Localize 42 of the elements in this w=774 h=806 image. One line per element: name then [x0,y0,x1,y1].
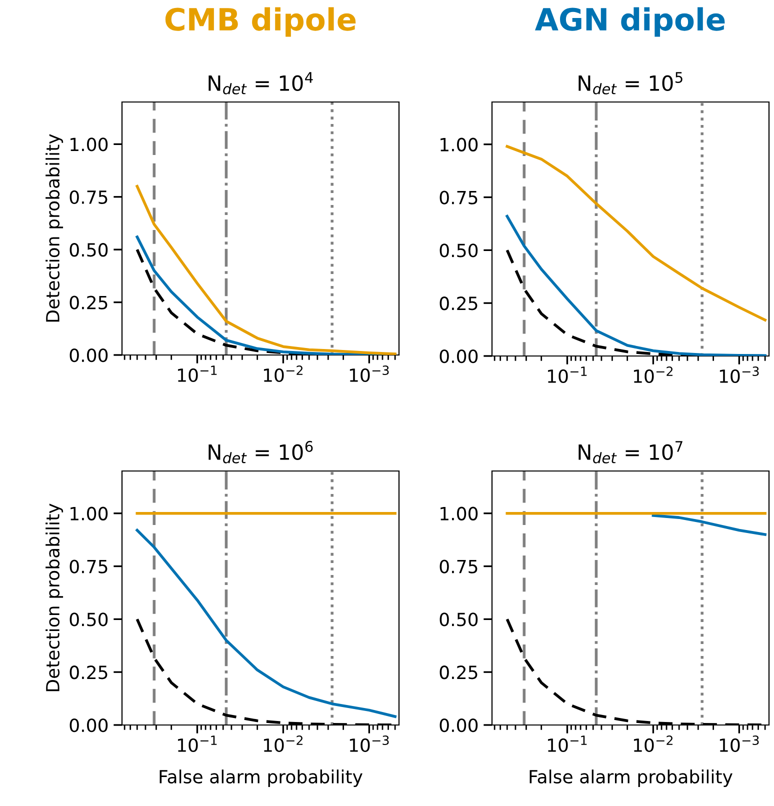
y-tick-label: 0.00 [70,348,108,362]
y-tick-label: 0.75 [440,560,478,574]
y-axis-title: Detection probability [46,134,64,322]
y-tick-label: 0.50 [440,244,478,258]
x-tick-label: 10$^{−2}$ [264,735,303,752]
y-tick-label: 0.75 [70,560,108,574]
y-tick-label: 0.75 [440,190,478,204]
y-tick-label: 0.25 [70,666,108,680]
x-tick-label: 10$^{−2}$ [634,366,673,384]
y-tick-label: 0.50 [440,612,478,626]
text: CMB dipole [165,7,356,37]
x-tick-label: 10$^{−3}$ [720,366,759,384]
chart-title: N$_{det}$ = 10$^{7}$ [578,441,682,464]
x-tick-label: 10$^{−2}$ [634,735,673,752]
y-tick-label: 1.00 [440,506,478,520]
y-tick-label: 0.25 [440,296,478,310]
x-tick-label: 10$^{−3}$ [350,735,389,752]
chart-title: N$_{det}$ = 10$^{6}$ [208,440,313,464]
y-tick-label: 1.00 [440,138,478,152]
y-tick-label: 0.50 [70,612,108,626]
y-tick-label: 0.25 [70,296,108,310]
y-tick-label: 1.00 [70,138,108,152]
chart-title: N$_{det}$ = 10$^{5}$ [578,72,682,94]
x-axis-title: False alarm probability [160,770,362,788]
y-tick-label: 0.50 [70,243,108,257]
y-tick-label: 0.00 [440,349,478,364]
y-tick-label: 0.25 [440,666,478,680]
y-tick-label: 0.75 [70,190,108,204]
x-tick-label: 10$^{−3}$ [350,365,389,382]
x-tick-label: 10$^{−1}$ [178,366,217,382]
y-axis-title: Detection probability [46,504,64,692]
x-tick-label: 10$^{−1}$ [178,736,217,752]
x-tick-label: 10$^{−1}$ [548,736,587,752]
x-tick-label: 10$^{−1}$ [548,366,587,384]
x-tick-label: 10$^{−3}$ [720,735,759,752]
x-tick-label: 10$^{−2}$ [264,365,303,382]
text: AGN dipole [534,7,725,37]
y-tick-label: 0.00 [440,718,478,732]
y-tick-label: 1.00 [70,506,108,520]
chart-title: N$_{det}$ = 10$^{4}$ [208,72,313,94]
x-axis-title: False alarm probability [530,770,732,788]
y-tick-label: 0.00 [70,718,108,732]
